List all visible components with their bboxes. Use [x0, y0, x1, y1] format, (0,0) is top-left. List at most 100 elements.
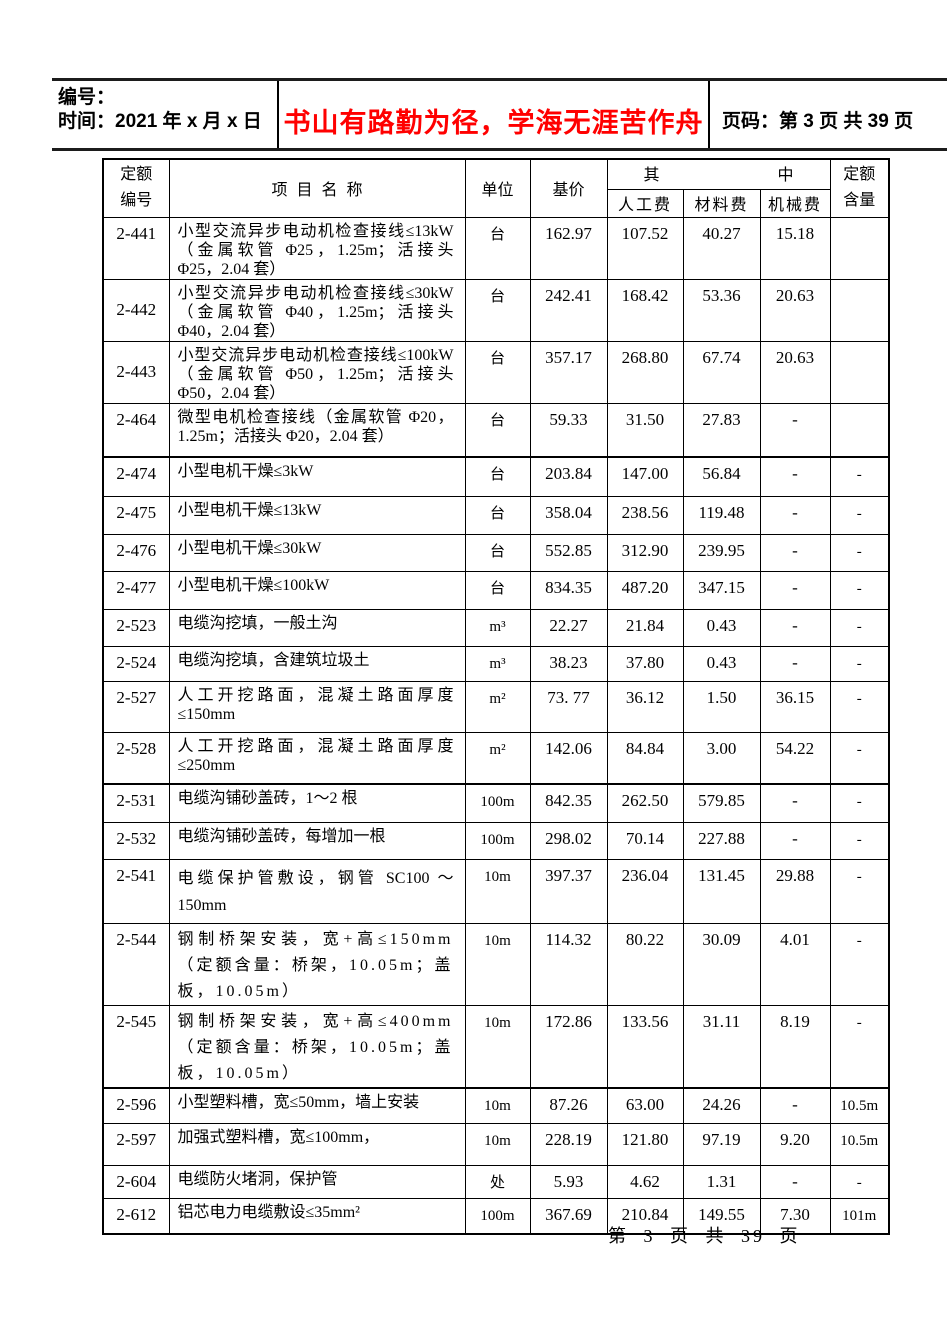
- cell-unit: 10m: [464, 1004, 531, 1088]
- cell-quota-content: -: [829, 922, 890, 1006]
- cell-project-name: 人工开挖路面，混凝土路面厚度≤150mm: [168, 680, 466, 733]
- cell-base-price: 5.93: [529, 1165, 608, 1199]
- cell-project-name: 电缆沟挖填，含建筑垃圾土: [168, 645, 466, 682]
- cell-machine-fee: -: [759, 456, 831, 497]
- cell-base-price: 114.32: [529, 922, 608, 1006]
- cell-project-name: 人工开挖路面，混凝土路面厚度≤250mm: [168, 731, 466, 785]
- cell-labor-fee: 168.42: [606, 278, 684, 342]
- cell-labor-fee: 31.50: [606, 402, 684, 458]
- table-row: 2-528 人工开挖路面，混凝土路面厚度≤250mm m² 142.06 84.…: [102, 731, 890, 785]
- cell-quota-id: 2-443: [102, 340, 170, 404]
- cell-material-fee: 53.36: [682, 278, 761, 342]
- cell-labor-fee: 262.50: [606, 783, 684, 823]
- table-row: 2-531 电缆沟铺砂盖砖，1～2 根 100m 842.35 262.50 5…: [102, 783, 890, 823]
- cell-unit: 100m: [464, 1198, 531, 1234]
- header-base-price: 基价: [529, 158, 608, 218]
- cell-material-fee: 3.00: [682, 731, 761, 785]
- motto-text: 书山有路勤为径，学海无涯苦作舟: [277, 81, 710, 148]
- cell-unit: 台: [464, 278, 531, 342]
- cell-base-price: 228.19: [529, 1123, 608, 1166]
- table-row: 2-541 电缆保护管敷设，钢管 SC100 ～ 150mm 10m 397.3…: [102, 858, 890, 924]
- cell-quota-id: 2-477: [102, 570, 170, 610]
- cell-machine-fee: 36.15: [759, 680, 831, 733]
- cell-material-fee: 56.84: [682, 456, 761, 497]
- cell-labor-fee: 238.56: [606, 495, 684, 535]
- page-number-label: 页码：第 3 页 共 39 页: [722, 111, 914, 132]
- cell-material-fee: 0.43: [682, 645, 761, 682]
- cell-base-price: 357.17: [529, 340, 608, 404]
- table-row: 2-523 电缆沟挖填，一般土沟 m³ 22.27 21.84 0.43 - -: [102, 608, 890, 647]
- cell-material-fee: 27.83: [682, 402, 761, 458]
- cell-quota-content: -: [829, 821, 890, 860]
- cell-quota-id: 2-612: [102, 1198, 170, 1234]
- cell-project-name: 小型电机干燥≤3kW: [168, 456, 466, 497]
- table-row: 2-545 钢制桥架安装，宽+高≤400mm（定额含量：桥架，10.05m；盖板…: [102, 1004, 890, 1088]
- header-machine-fee: 机械费: [759, 188, 831, 218]
- cell-labor-fee: 84.84: [606, 731, 684, 785]
- cell-base-price: 172.86: [529, 1004, 608, 1088]
- header-material-fee: 材料费: [682, 188, 761, 218]
- cell-quota-content: [829, 402, 890, 458]
- table-row: 2-475 小型电机干燥≤13kW 台 358.04 238.56 119.48…: [102, 495, 890, 535]
- cell-quota-id: 2-523: [102, 608, 170, 647]
- cell-quota-id: 2-474: [102, 456, 170, 497]
- cell-quota-id: 2-541: [102, 858, 170, 924]
- cell-base-price: 162.97: [529, 216, 608, 280]
- cell-machine-fee: -: [759, 1165, 831, 1199]
- number-label: 编号：: [58, 87, 116, 108]
- cell-quota-content: 10.5m: [829, 1086, 890, 1124]
- cell-machine-fee: 4.01: [759, 922, 831, 1006]
- cell-machine-fee: -: [759, 821, 831, 860]
- cell-machine-fee: 8.19: [759, 1004, 831, 1088]
- table-row: 2-442 小型交流异步电动机检查接线≤30kW（金属软管 Φ40，1.25m；…: [102, 278, 890, 342]
- cell-base-price: 834.35: [529, 570, 608, 610]
- cell-quota-content: -: [829, 495, 890, 535]
- cell-material-fee: 67.74: [682, 340, 761, 404]
- cell-quota-content: -: [829, 858, 890, 924]
- cell-unit: 10m: [464, 858, 531, 924]
- cell-base-price: 73. 77: [529, 680, 608, 733]
- table-body: 2-441 小型交流异步电动机检查接线≤13kW（金属软管 Φ25，1.25m；…: [102, 216, 890, 1234]
- cell-quota-content: -: [829, 645, 890, 682]
- time-label: 时间：2021 年 x 月 x 日: [58, 111, 262, 132]
- table-row: 2-612 铝芯电力电缆敷设≤35mm² 100m 367.69 210.84 …: [102, 1198, 890, 1234]
- table-row: 2-532 电缆沟铺砂盖砖，每增加一根 100m 298.02 70.14 22…: [102, 821, 890, 860]
- cell-quota-content: -: [829, 680, 890, 733]
- cell-material-fee: 97.19: [682, 1123, 761, 1166]
- cell-material-fee: 1.50: [682, 680, 761, 733]
- cell-machine-fee: 7.30: [759, 1198, 831, 1234]
- cell-machine-fee: 54.22: [759, 731, 831, 785]
- cell-labor-fee: 268.80: [606, 340, 684, 404]
- table-row: 2-597 加强式塑料槽，宽≤100mm， 10m 228.19 121.80 …: [102, 1123, 890, 1166]
- cell-machine-fee: -: [759, 495, 831, 535]
- cell-quota-id: 2-545: [102, 1004, 170, 1088]
- cell-quota-content: -: [829, 1165, 890, 1199]
- cell-project-name: 小型电机干燥≤100kW: [168, 570, 466, 610]
- table-row: 2-477 小型电机干燥≤100kW 台 834.35 487.20 347.1…: [102, 570, 890, 610]
- cell-base-price: 842.35: [529, 783, 608, 823]
- cell-machine-fee: -: [759, 783, 831, 823]
- cell-machine-fee: -: [759, 608, 831, 647]
- cell-project-name: 电缆保护管敷设，钢管 SC100 ～ 150mm: [168, 858, 466, 924]
- cell-project-name: 铝芯电力电缆敷设≤35mm²: [168, 1198, 466, 1234]
- cell-machine-fee: -: [759, 570, 831, 610]
- cell-labor-fee: 107.52: [606, 216, 684, 280]
- cell-labor-fee: 63.00: [606, 1086, 684, 1124]
- cell-labor-fee: 80.22: [606, 922, 684, 1006]
- table-row: 2-464 微型电机检查接线（金属软管 Φ20，1.25m；活接头 Φ20，2.…: [102, 402, 890, 458]
- cell-material-fee: 227.88: [682, 821, 761, 860]
- cell-unit: m²: [464, 680, 531, 733]
- cell-material-fee: 40.27: [682, 216, 761, 280]
- cell-labor-fee: 133.56: [606, 1004, 684, 1088]
- cell-project-name: 微型电机检查接线（金属软管 Φ20，1.25m；活接头 Φ20，2.04 套）: [168, 402, 466, 458]
- cell-base-price: 358.04: [529, 495, 608, 535]
- table-row: 2-527 人工开挖路面，混凝土路面厚度≤150mm m² 73. 77 36.…: [102, 680, 890, 733]
- cell-quota-content: [829, 216, 890, 280]
- cell-quota-content: [829, 278, 890, 342]
- cell-unit: 台: [464, 495, 531, 535]
- cell-unit: 10m: [464, 1086, 531, 1124]
- cell-material-fee: 119.48: [682, 495, 761, 535]
- cell-project-name: 小型交流异步电动机检查接线≤100kW（金属软管 Φ50，1.25m；活接头 Φ…: [168, 340, 466, 404]
- cell-unit: 10m: [464, 922, 531, 1006]
